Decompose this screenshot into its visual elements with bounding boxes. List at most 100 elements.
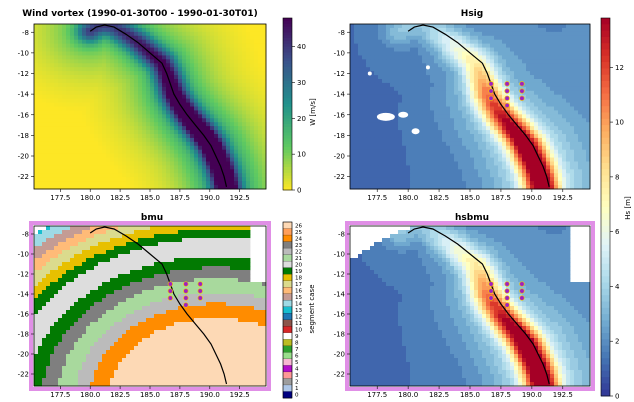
hsig-cell: [362, 94, 367, 100]
hsig-cell: [570, 35, 575, 41]
wind-cell: [234, 31, 239, 37]
wind-cell: [162, 31, 167, 37]
wind-cell: [254, 149, 259, 155]
wind-cell: [150, 149, 155, 155]
wind-cell: [170, 43, 175, 48]
hsig-cell: [546, 161, 551, 166]
hsig-cell: [562, 75, 567, 80]
hsig-cell: [554, 106, 559, 111]
hsig-cell: [398, 126, 403, 131]
hsig-cell: [434, 145, 439, 151]
wind-cell: [206, 122, 211, 127]
wind-cell: [46, 169, 51, 174]
wind-cell: [98, 67, 103, 72]
hsig-cell: [490, 27, 495, 33]
hsig-cell: [550, 27, 555, 33]
wind-cell: [178, 55, 183, 60]
wind-cell: [134, 122, 139, 127]
wind-cell: [82, 126, 87, 131]
hsig-cell: [370, 173, 375, 178]
wind-cell: [106, 114, 111, 119]
hsig-cell: [438, 24, 443, 29]
hsig-cell: [522, 122, 527, 127]
hsig-cell: [506, 98, 511, 103]
hsig-cell: [566, 43, 571, 48]
hsig-title: Hsig: [461, 9, 483, 19]
hsig-cell: [414, 173, 419, 178]
wind-cell: [50, 185, 55, 190]
wind-cell: [130, 59, 135, 64]
hsig-cell: [506, 149, 511, 155]
wind-cell: [230, 134, 235, 139]
wind-cell: [118, 35, 123, 41]
wind-cell: [170, 126, 175, 131]
wind-cell: [242, 130, 247, 135]
hsig-cell: [542, 145, 547, 151]
wind-cell: [198, 118, 203, 123]
wind-cell: [118, 94, 123, 100]
wind-cell: [198, 141, 203, 147]
hsig-cell: [514, 90, 519, 96]
wind-cell: [162, 126, 167, 131]
wind-cell: [34, 134, 39, 139]
wind-cell: [134, 94, 139, 100]
wind-cell: [134, 86, 139, 92]
hsig-cell: [534, 130, 539, 135]
hsig-cell: [382, 79, 387, 84]
hsig-cell: [402, 157, 407, 162]
hsig-cell: [422, 157, 427, 162]
wind-cell: [246, 126, 251, 131]
hsig-cell: [494, 71, 499, 76]
wind-cell: [242, 35, 247, 41]
hsig-cell: [578, 134, 583, 139]
wind-cell: [242, 90, 247, 96]
wind-cell: [34, 31, 39, 37]
wind-cell: [118, 90, 123, 96]
hsig-cell: [510, 181, 515, 186]
wind-cell: [206, 173, 211, 178]
wind-cell: [146, 173, 151, 178]
wind-cell: [214, 181, 219, 186]
hsig-cell: [566, 134, 571, 139]
hsig-cell: [378, 181, 383, 186]
hsig-cell: [574, 177, 579, 182]
hsig-cell: [566, 67, 571, 72]
wind-cell: [50, 114, 55, 119]
wind-cell: [114, 79, 119, 84]
hsig-cell: [362, 31, 367, 37]
wind-cell: [66, 79, 71, 84]
wind-cell: [62, 122, 67, 127]
wind-cell: [46, 79, 51, 84]
wind-cell: [174, 102, 179, 107]
wind-cell: [130, 165, 135, 170]
hsig-cell: [518, 137, 523, 143]
hsig-cell: [574, 35, 579, 41]
wind-cell: [210, 86, 215, 92]
wind-cell: [90, 35, 95, 41]
hsig-cell: [538, 51, 543, 56]
wind-cell: [210, 24, 215, 29]
wind-cell: [34, 173, 39, 178]
wind-cell: [54, 43, 59, 48]
hsig-cell: [546, 141, 551, 147]
hsig-cell: [422, 51, 427, 56]
hsig-cell: [558, 79, 563, 84]
hsig-cell: [366, 126, 371, 131]
hsig-cell: [462, 106, 467, 111]
wind-cell: [86, 43, 91, 48]
hsig-cell: [350, 71, 355, 76]
wind-cell: [170, 24, 175, 29]
wind-cell: [54, 122, 59, 127]
wind-cell: [98, 31, 103, 37]
wind-colorbar-swatch: [283, 187, 292, 191]
wind-cell: [150, 169, 155, 174]
wind-cell: [106, 149, 111, 155]
wind-cell: [242, 114, 247, 119]
hsig-cell: [502, 94, 507, 100]
hsig-cell: [494, 181, 499, 186]
wind-cell: [170, 106, 175, 111]
wind-cell: [238, 149, 243, 155]
wind-cell: [198, 71, 203, 76]
wind-cell: [70, 134, 75, 139]
wind-cell: [246, 145, 251, 151]
